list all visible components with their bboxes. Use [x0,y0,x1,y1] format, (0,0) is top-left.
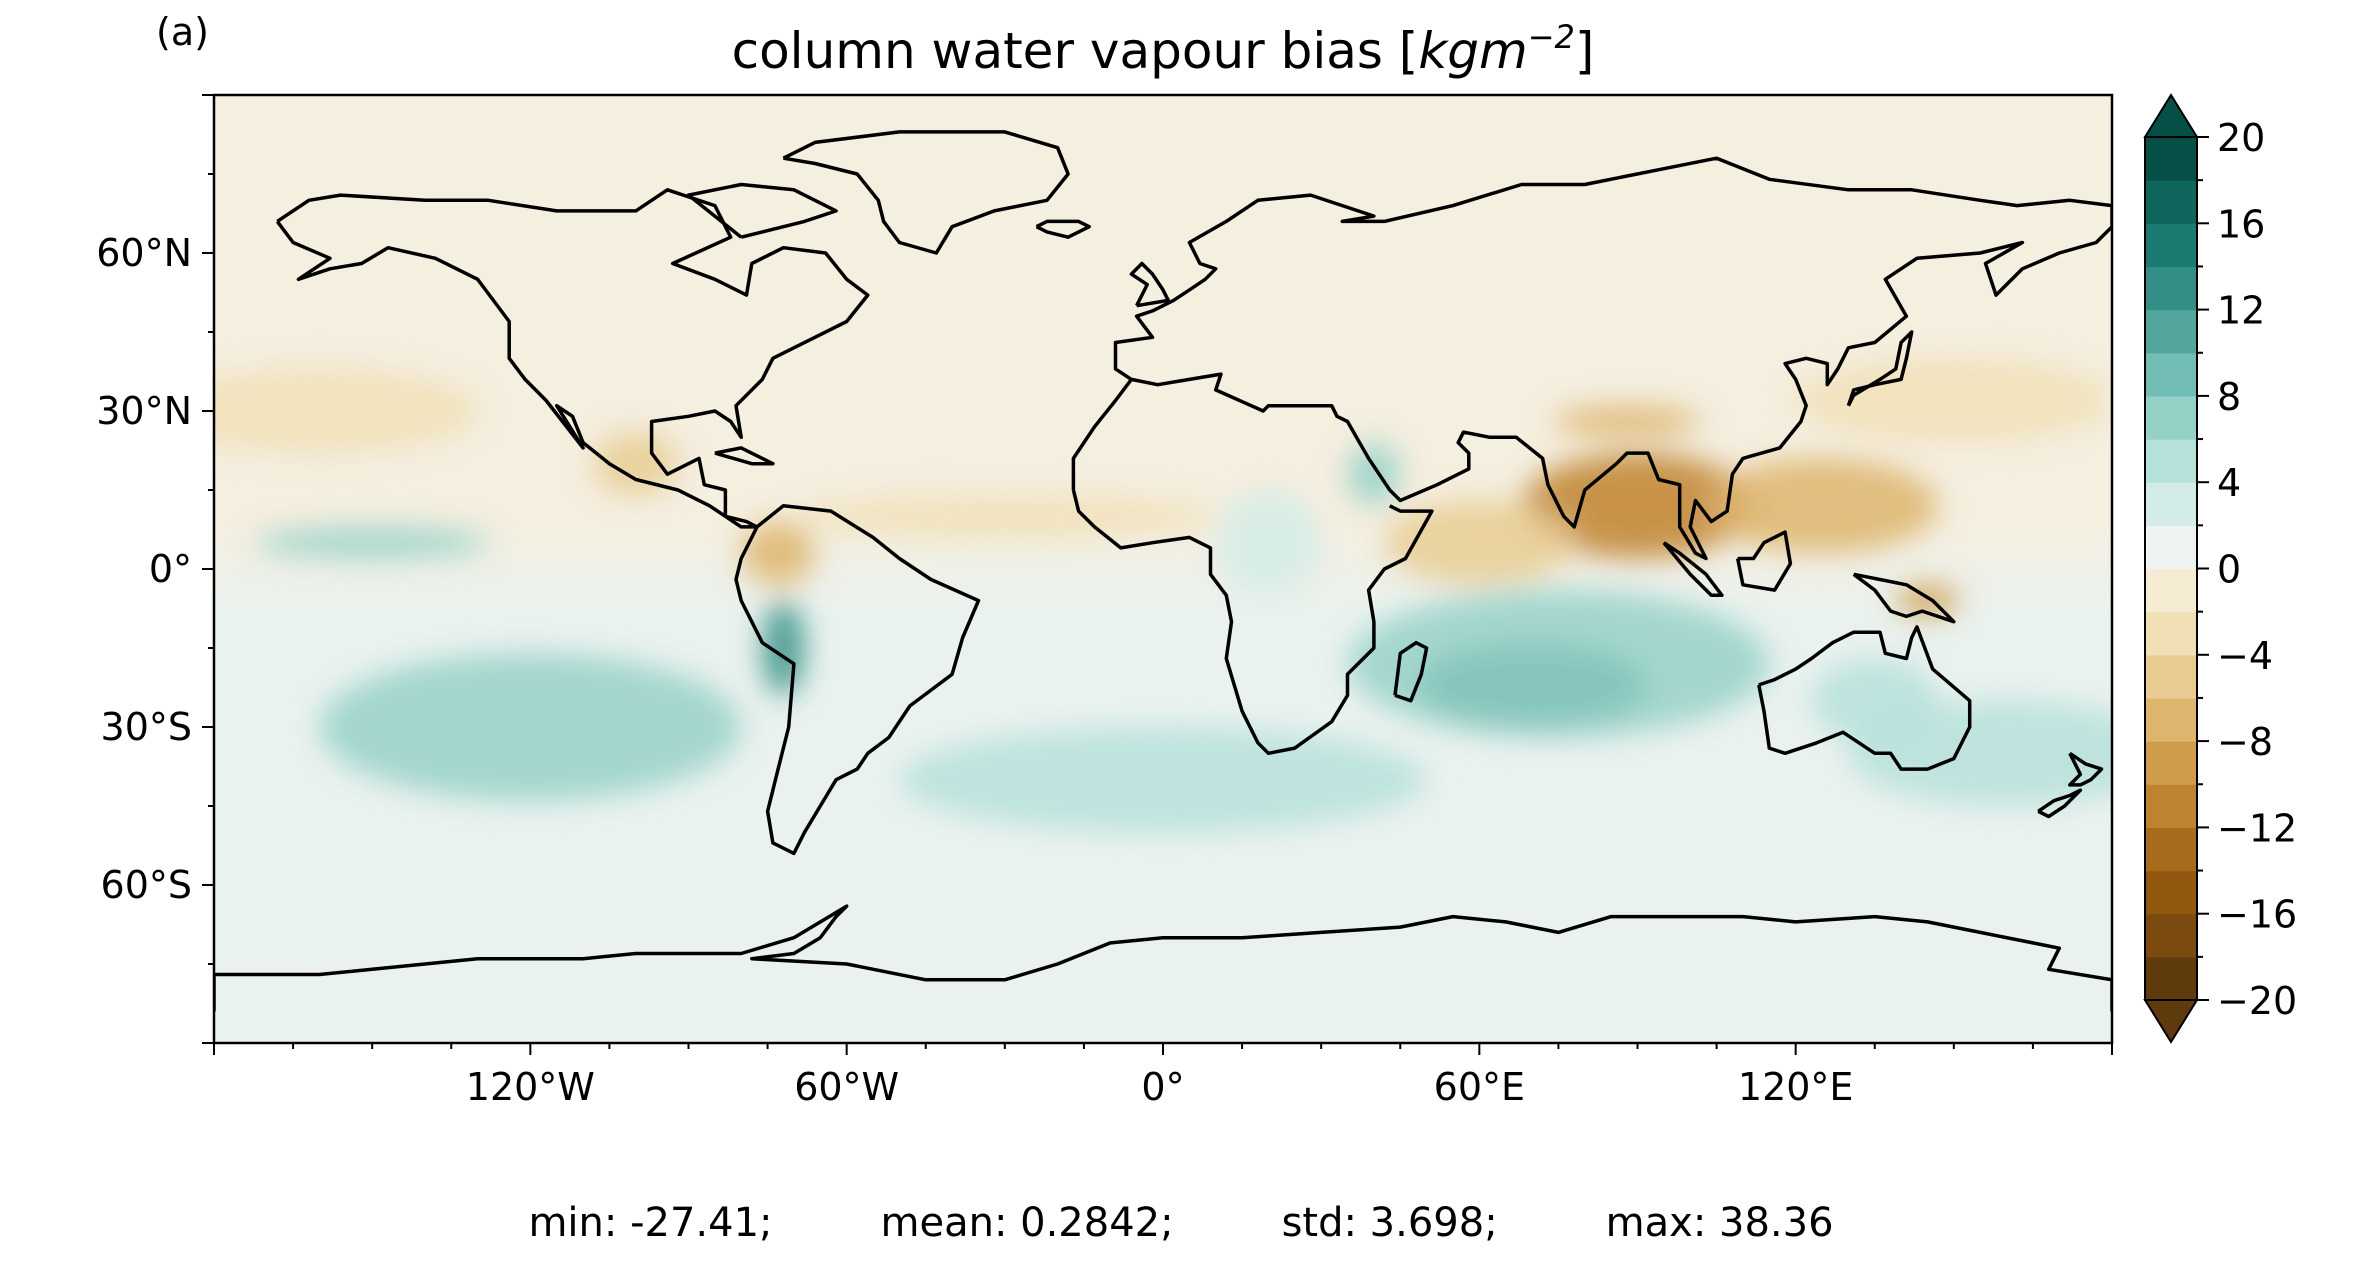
bias-anomaly-3 [1553,405,1701,438]
coastline-africa-eurasia [1071,156,2112,561]
map-panel [214,95,2112,1043]
x-tick-label: 0° [1141,1065,1184,1109]
colorbar-label: −4 [2217,634,2273,678]
colorbar: 20 16 12 8 4 0 −4 −8 −12 −16 −20 [2143,93,2297,1044]
colorbar-label: 20 [2217,116,2265,160]
bias-anomaly-6 [593,432,678,496]
bias-anomaly-8 [214,368,478,454]
colorbar-label: −12 [2217,806,2297,850]
map-title: column water vapour bias [kgm−2] [732,18,1595,80]
colorbar-segment [2145,697,2197,742]
colorbar-label: 12 [2217,289,2265,333]
title-unit-exponent: −2 [1528,18,1575,56]
colorbar-segment [2145,611,2197,656]
colorbar-segment [2145,180,2197,224]
coastline-new-zealand [2068,751,2104,787]
colorbar-segment [2145,956,2197,1001]
panel-label: (a) [156,10,209,54]
bias-anomaly-7 [793,495,1216,538]
bias-anomaly-1 [1706,458,1939,554]
colorbar-segment [2145,827,2197,872]
coastline-north-america [275,188,870,529]
coastline-baffin [686,182,838,239]
coastline-iceland [1035,219,1091,239]
bias-anomaly-13 [319,653,742,801]
colorbar-label: 16 [2217,202,2265,246]
coastline-south-america [734,504,981,856]
colorbar-segment [2145,223,2197,268]
bias-anomaly-19 [1811,658,1939,743]
title-close: ] [1575,22,1595,80]
statistics-line: min: -27.41; mean: 0.2842; std: 3.698; m… [0,1200,2362,1246]
coastline-new-zealand-south [2037,788,2083,819]
coastline-borneo [1735,530,1793,592]
coastline-antarctica [214,904,2112,1012]
bias-anomaly-14 [256,526,489,559]
colorbar-segment [2145,870,2197,915]
colorbar-segment [2145,266,2197,311]
bias-field [214,358,2112,833]
x-tick-label: 120°E [1738,1065,1854,1109]
title-unit: kgm [1418,22,1527,80]
map-background [214,95,2112,1043]
y-tick-label: 60°N [96,231,192,275]
coastline-britain [1129,261,1171,308]
coastline-sumatra [1662,541,1724,598]
stat-mean: mean: 0.2842; [880,1200,1174,1246]
y-tick-label: 30°N [96,389,192,433]
coastline-madagascar [1393,640,1429,703]
colorbar-segment [2145,309,2197,354]
bias-anomaly-4 [1895,584,1960,617]
bias-anomaly-2 [1384,500,1575,585]
coastlines [214,130,2112,1012]
bias-anomaly-17 [1215,489,1322,596]
bias-anomaly-16 [899,726,1427,833]
x-axis: 120°W 60°W 0° 60°E 120°E [213,1043,2113,1109]
colorbar-segment [2145,741,2197,785]
colorbar-label: −16 [2217,893,2297,937]
colorbar-segment [2145,395,2197,440]
colorbar-segment [2145,784,2197,828]
colorbar-label: 0 [2217,548,2241,592]
coastline-japan [1846,330,1914,407]
colorbar-segment [2145,525,2197,570]
colorbar-label: −8 [2217,720,2273,764]
coastline-australia [1757,625,1972,771]
colorbar-segment [2145,568,2197,613]
stat-max: max: 38.36 [1605,1200,1834,1246]
y-tick-label: 60°S [101,863,192,907]
y-tick-label: 0° [149,547,192,591]
coastline-africa-south [1071,489,1434,756]
colorbar-segment [2145,352,2197,397]
stat-std: std: 3.698; [1281,1200,1498,1246]
colorbar-label: 8 [2217,375,2241,419]
bias-anomaly-18 [1347,442,1401,506]
title-text: column water vapour bias [ [732,22,1419,80]
y-tick-label: 30°S [101,705,192,749]
colorbar-extend-min [2143,999,2199,1044]
bias-anomaly-0 [1521,453,1754,559]
bias-anomaly-5 [741,521,816,585]
coastline-cuba [714,446,775,466]
coastline-new-guinea [1852,572,1956,624]
colorbar-segment [2145,482,2197,526]
coastline-greenland [782,130,1070,255]
x-tick-label: 60°E [1434,1065,1525,1109]
x-tick-label: 60°W [794,1065,899,1109]
colorbar-label: −20 [2217,979,2297,1023]
colorbar-label: 4 [2217,461,2241,505]
x-tick-label: 120°W [466,1065,595,1109]
bias-anomaly-11 [1347,589,1770,738]
colorbar-segment [2145,137,2197,181]
colorbar-segment [2145,913,2197,958]
colorbar-extend-max [2143,93,2199,138]
bias-anomaly-9 [1795,358,2112,443]
colorbar-segment [2145,439,2197,483]
y-axis: 60°N 30°N 0° 30°S 60°S [96,94,214,1044]
colorbar-segment [2145,654,2197,699]
stat-min: min: -27.41; [528,1200,773,1246]
